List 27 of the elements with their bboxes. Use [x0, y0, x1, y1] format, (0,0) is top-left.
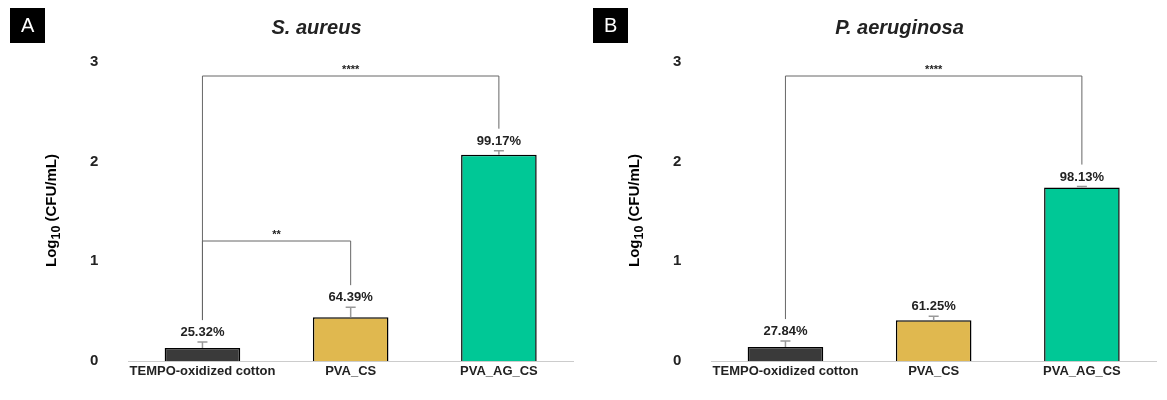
y-tick-label: 1: [90, 251, 99, 269]
annotation: 27.84%: [763, 323, 808, 339]
y-tick-label: 0: [673, 351, 682, 369]
annotation: 64.39%: [328, 289, 374, 305]
x-tick-label: PVA_AG_CS: [459, 363, 539, 379]
x-tick-label: TEMPO-oxidized cotton: [129, 363, 276, 379]
x-tick-label: TEMPO-oxidized cotton: [712, 363, 859, 379]
annotation: 99.17%: [476, 132, 522, 148]
text: B: [593, 8, 629, 43]
y-tick-label: 3: [90, 52, 99, 70]
annotation: **: [272, 227, 282, 240]
y-tick-label: 3: [673, 52, 682, 70]
y-tick-label: 2: [673, 151, 682, 169]
annotation: 98.13%: [1059, 168, 1105, 184]
annotation: 25.32%: [180, 324, 225, 340]
chart-title: S. aureus: [271, 15, 362, 38]
y-tick-label: 2: [90, 151, 99, 169]
x-tick-label: PVA_AG_CS: [1042, 363, 1122, 379]
y-tick-label: 1: [673, 251, 682, 269]
annotation: ****: [342, 62, 360, 75]
text: A: [10, 8, 46, 43]
y-tick-label: 0: [90, 351, 99, 369]
annotation: 61.25%: [911, 298, 957, 314]
x-tick-label: PVA_CS: [325, 363, 377, 379]
chart-title: P. aeruginosa: [835, 15, 964, 38]
annotation: ****: [925, 62, 943, 75]
x-tick-label: PVA_CS: [908, 363, 960, 379]
